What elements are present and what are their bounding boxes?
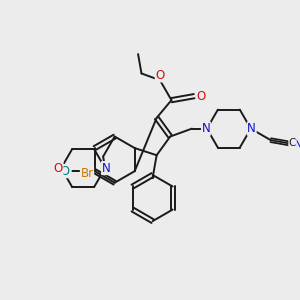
Text: N: N bbox=[294, 138, 300, 151]
Text: O: O bbox=[54, 162, 63, 175]
Text: O: O bbox=[155, 69, 165, 82]
Text: N: N bbox=[102, 162, 110, 175]
Text: O: O bbox=[196, 90, 206, 103]
Text: Br: Br bbox=[80, 167, 94, 180]
Text: HO: HO bbox=[53, 165, 71, 178]
Text: N: N bbox=[248, 122, 256, 135]
Text: N: N bbox=[202, 122, 210, 135]
Text: C: C bbox=[289, 138, 296, 148]
